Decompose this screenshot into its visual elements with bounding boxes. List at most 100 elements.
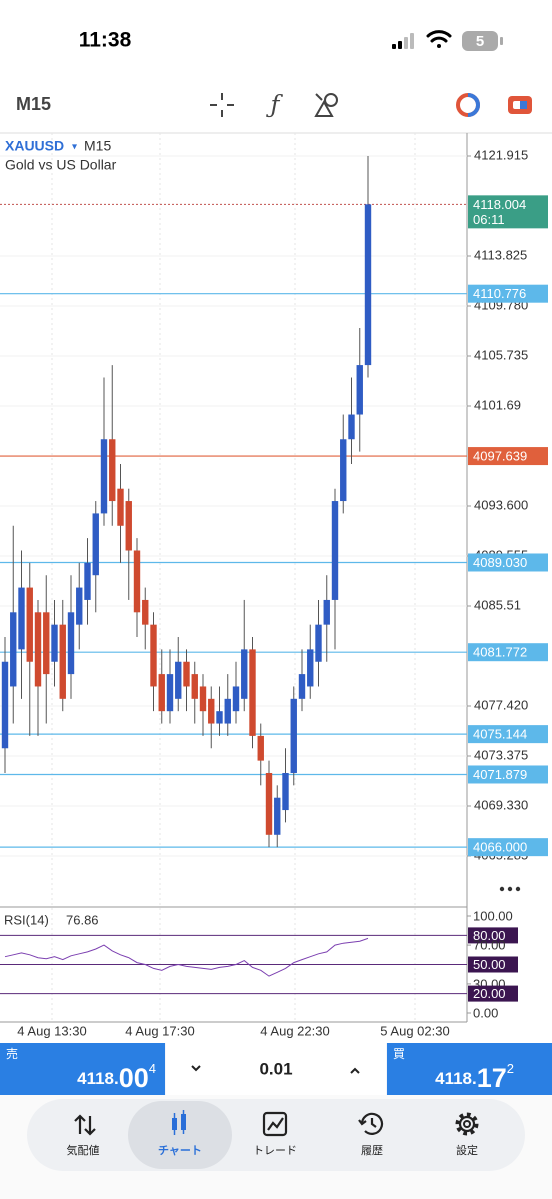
price-line-label: 4066.000 [473, 840, 527, 855]
candle-body [265, 772, 273, 835]
price-line-label: 4071.879 [473, 767, 527, 782]
lot-increase[interactable] [350, 1067, 360, 1074]
candle-body [10, 612, 17, 687]
lot-panel [166, 1043, 386, 1095]
candle-body [356, 365, 363, 415]
objects-button[interactable] [314, 93, 338, 117]
countdown-label: 06:11 [473, 212, 505, 227]
candle-body [290, 698, 297, 773]
candle-body [150, 624, 157, 687]
trade-mode-button[interactable] [456, 93, 480, 117]
rsi-tick-label: 0.00 [473, 1005, 498, 1020]
candle-body [307, 649, 314, 687]
rsi-line [4, 937, 369, 977]
candle-body [241, 649, 248, 699]
rsi-tick-label: 20.00 [473, 986, 506, 1001]
candle-body [249, 649, 256, 736]
wifi [426, 30, 452, 48]
candle-body [166, 674, 174, 712]
y-tick-label: 4105.735 [474, 347, 528, 362]
price-line-label: 4110.776 [473, 286, 526, 301]
candle-body [51, 624, 58, 662]
battery [462, 31, 498, 51]
y-tick-label: 4085.51 [474, 597, 521, 612]
rsi-level-label-bg [468, 927, 518, 944]
signal [392, 33, 414, 49]
candle-body [364, 204, 372, 366]
candle-body [117, 488, 124, 526]
candle-body [323, 599, 330, 625]
indicators-button[interactable]: ƒ [266, 91, 284, 119]
price-line-label: 4089.030 [473, 555, 527, 570]
nav-item[interactable]: 履歴 [361, 1144, 383, 1157]
candle-body [191, 674, 198, 699]
price-line-label-bg [468, 725, 548, 744]
candle-body [232, 686, 240, 712]
price-line-label-bg [468, 765, 548, 784]
candle-body [84, 562, 91, 600]
lot-decrease[interactable] [191, 1065, 201, 1072]
history-icon [358, 1112, 384, 1135]
candle-body [216, 711, 223, 724]
candle-body [199, 686, 207, 712]
candle-body [92, 513, 99, 576]
candle-body [34, 612, 42, 687]
timeframe-button[interactable]: M15 [16, 94, 51, 114]
nav-item[interactable]: チャート [158, 1144, 202, 1157]
sell-label: 売 [6, 1046, 18, 1061]
one-click-button[interactable] [508, 96, 532, 114]
buy-label: 買 [393, 1047, 405, 1061]
y-tick-label: 4077.420 [474, 697, 528, 712]
quotes-icon [74, 1114, 96, 1136]
trade-icon [262, 1111, 288, 1137]
battery-tip [500, 37, 503, 45]
rsi-tick-label: 100.00 [473, 908, 513, 923]
nav-item[interactable]: 気配値 [67, 1143, 100, 1157]
price-line-label: 4075.144 [473, 727, 527, 742]
y-tick-label: 4113.825 [474, 247, 527, 262]
y-tick-label: 4093.600 [474, 497, 528, 512]
x-tick-label: 5 Aug 02:30 [380, 1023, 449, 1038]
candle-body [59, 624, 66, 699]
candle-body [331, 501, 339, 600]
price-line-label-bg [468, 447, 548, 466]
buy-price: 4118.172 [435, 1061, 514, 1093]
buy-button[interactable] [387, 1043, 552, 1095]
nav-item[interactable]: 設定 [456, 1143, 478, 1157]
y-tick-label: 4073.375 [474, 747, 528, 762]
candle-body [224, 698, 231, 724]
price-line-label: 4097.639 [473, 449, 527, 464]
sell-button[interactable] [0, 1043, 165, 1095]
current-price-label: 4118.004 [473, 197, 526, 212]
price-line-label: 4081.772 [473, 645, 527, 660]
candle-body [158, 674, 165, 712]
settings-icon [455, 1112, 479, 1136]
price-line-label-bg [468, 553, 548, 572]
y-tick-label: 4069.330 [474, 797, 528, 812]
symbol[interactable]: XAUUSD [5, 138, 64, 154]
rsi-tick-label: 50.00 [473, 957, 506, 972]
nav-item[interactable]: トレード [253, 1145, 297, 1157]
symbol-dropdown[interactable]: ▾ [72, 142, 77, 153]
rsi-value: 76.86 [66, 912, 99, 927]
candle-body [282, 772, 289, 811]
candle-body [125, 501, 132, 551]
lot-size[interactable]: 0.01 [259, 1059, 292, 1078]
x-tick-label: 4 Aug 13:30 [17, 1023, 86, 1038]
crosshair-button[interactable] [210, 93, 234, 117]
candle-body [26, 587, 33, 662]
candle-body [67, 612, 75, 675]
more-button[interactable] [499, 886, 521, 892]
candle-body [315, 624, 322, 662]
x-tick-label: 4 Aug 17:30 [125, 1023, 194, 1038]
rsi-label: RSI(14) [4, 912, 49, 927]
candle-body [142, 599, 149, 625]
rsi-level-label-bg [468, 956, 518, 973]
candle-body [133, 550, 141, 613]
price-line-label-bg [468, 838, 548, 857]
price-line-label-bg [468, 284, 548, 303]
rsi-tick-label: 80.00 [473, 928, 506, 943]
sell-price: 4118.004 [77, 1061, 156, 1093]
candle-body [76, 587, 83, 625]
